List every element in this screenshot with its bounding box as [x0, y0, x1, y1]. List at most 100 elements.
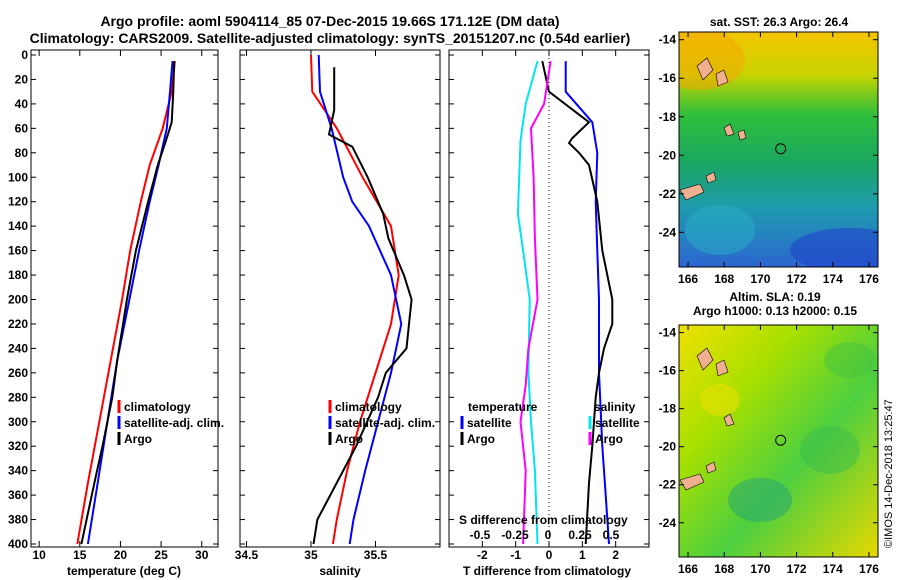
island-land: [705, 461, 717, 474]
legend-t-argo: Argo: [467, 432, 495, 446]
x-tick-label: 2: [612, 548, 619, 562]
lon-tick-label: 170: [750, 272, 770, 286]
lat-tick-label: -22: [659, 478, 677, 492]
y-tick-label: 120: [8, 195, 28, 209]
difference-chart: -2 -1 0 1 2: [449, 50, 649, 562]
legend-satellite-adj: satellite-adj. clim.: [335, 416, 435, 430]
lat-tick-label: -14: [659, 33, 677, 47]
lon-tick-label: 170: [750, 562, 770, 576]
legend-climatology: climatology: [124, 400, 191, 414]
argo-position-marker: [775, 434, 787, 446]
argo-position-marker: [775, 143, 787, 155]
lat-tick-label: -14: [659, 326, 677, 340]
x-tick-label: 30: [195, 548, 209, 562]
sla-map-axes: 166 168 170 172 174 176 -14 -16 -18 -20 -22 -24: [659, 325, 879, 576]
x-tick-label: 0: [546, 548, 553, 562]
series-line-satellite-adj-clim-: [317, 54, 403, 545]
x-tick-label: -2: [477, 548, 488, 562]
new-caledonia-land: [679, 183, 705, 201]
lat-tick-label: -18: [659, 402, 677, 416]
x-tick-label: 20: [114, 548, 128, 562]
island-land: [715, 69, 729, 87]
legend-satellite-adj: satellite-adj. clim.: [124, 416, 224, 430]
sla-map-subtitle: Argo h1000: 0.13 h2000: 0.15: [693, 304, 857, 318]
y-tick-label: 100: [8, 170, 28, 184]
lat-tick-label: -24: [659, 516, 677, 530]
s-tick: 0.25: [568, 528, 592, 542]
y-tick-label: 40: [15, 97, 29, 111]
lon-tick-label: 166: [678, 562, 698, 576]
lat-tick-label: -22: [659, 187, 677, 201]
y-tick-label: 360: [8, 488, 28, 502]
series-line-t-argo: [541, 60, 614, 545]
salinity-legend: climatology satellite-adj. clim. Argo: [328, 400, 435, 446]
lon-tick-label: 172: [787, 562, 807, 576]
island-land: [723, 413, 735, 427]
temperature-panel: [30, 49, 219, 548]
difference-legend: temperature satellite Argo salinity sate…: [460, 400, 640, 446]
salinity-chart: 34.5 35 35.5: [235, 50, 440, 562]
island-land: [715, 359, 729, 377]
lon-tick-label: 174: [823, 272, 843, 286]
s-difference-axis: S difference from climatology -0.5 -0.25…: [459, 513, 628, 542]
legend-s-argo: Argo: [595, 432, 623, 446]
island-land: [737, 129, 747, 141]
x-tick-label: 34.5: [235, 548, 259, 562]
legend-temperature: temperature: [468, 400, 538, 414]
lat-tick-label: -16: [659, 364, 677, 378]
y-tick-label: 240: [8, 341, 28, 355]
lat-tick-label: -16: [659, 71, 677, 85]
series-line-s-satellite: [516, 60, 539, 545]
y-tick-label: 200: [8, 293, 28, 307]
sst-map-axes: 166 168 170 172 174 176 -14 -16 -18 -20 -22 -24: [659, 32, 879, 286]
title-line-2: Climatology: CARS2009. Satellite-adjuste…: [29, 30, 631, 46]
series-line-argo: [312, 67, 413, 545]
series-line-argo: [80, 61, 176, 545]
temperature-xlabel: temperature (deg C): [67, 564, 181, 578]
y-tick-label: 320: [8, 439, 28, 453]
legend-argo: Argo: [124, 432, 152, 446]
x-tick-label: 15: [73, 548, 87, 562]
s-tick: -0.5: [470, 528, 491, 542]
legend-climatology: climatology: [335, 400, 402, 414]
title-line-1: Argo profile: aoml 5904114_85 07-Dec-201…: [100, 13, 560, 29]
x-tick-label: 35.5: [364, 548, 388, 562]
temperature-chart: 10 15 20 25 30020406080100120140160180200220…: [8, 48, 218, 562]
x-tick-label: 10: [32, 548, 46, 562]
y-tick-label: 280: [8, 390, 28, 404]
lon-tick-label: 168: [714, 562, 734, 576]
salinity-xlabel: salinity: [319, 564, 361, 578]
y-tick-label: 400: [8, 537, 28, 551]
difference-xlabel: T difference from climatology: [463, 564, 631, 578]
x-tick-label: -1: [510, 548, 521, 562]
sla-map-title: Altim. SLA: 0.19: [729, 290, 821, 304]
new-caledonia-land: [679, 473, 705, 491]
y-tick-label: 300: [8, 415, 28, 429]
lon-tick-label: 166: [678, 272, 698, 286]
x-tick-label: 1: [579, 548, 586, 562]
y-tick-label: 160: [8, 244, 28, 258]
island-land: [696, 57, 714, 81]
y-tick-label: 380: [8, 513, 28, 527]
series-line-t-satellite: [564, 61, 610, 545]
sla-map: [679, 325, 878, 557]
s-tick: -0.25: [501, 528, 529, 542]
lon-tick-label: 176: [859, 562, 879, 576]
s-tick: 0.5: [603, 528, 620, 542]
lat-tick-label: -20: [659, 440, 677, 454]
s-tick: 0: [545, 528, 552, 542]
lon-tick-label: 172: [787, 272, 807, 286]
legend-salinity: salinity: [594, 400, 636, 414]
y-tick-label: 220: [8, 317, 28, 331]
s-difference-axis-label: S difference from climatology: [459, 513, 628, 527]
sst-map: [679, 32, 878, 267]
y-tick-label: 340: [8, 464, 28, 478]
sst-map-title: sat. SST: 26.3 Argo: 26.4: [710, 15, 849, 29]
x-tick-label: 35: [304, 548, 318, 562]
lat-tick-label: -20: [659, 148, 677, 162]
y-tick-label: 140: [8, 219, 28, 233]
series-line-climatology: [76, 60, 176, 545]
lon-tick-label: 168: [714, 272, 734, 286]
lon-tick-label: 176: [859, 272, 879, 286]
